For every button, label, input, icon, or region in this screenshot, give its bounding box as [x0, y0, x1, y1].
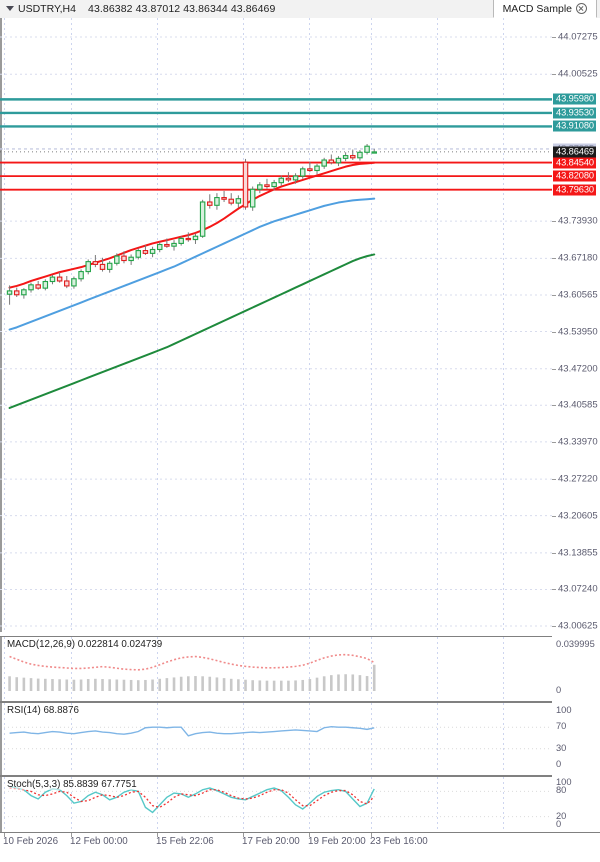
macd-panel[interactable]: MACD(12,26,9) 0.022814 0.024739 — [0, 636, 552, 702]
price-grid — [0, 18, 552, 632]
chart-plot-area: 44.07275 44.00525 43.73930 43.67180 43.60565… — [0, 18, 600, 862]
price-axis-tick-label: 44.07275 — [558, 31, 598, 43]
price-axis-tick-label: 43.00625 — [558, 620, 598, 632]
panel-left-border — [0, 703, 2, 775]
rsi-scale-label: 30 — [556, 742, 567, 753]
time-axis-tick — [71, 833, 72, 837]
time-axis-label: 17 Feb 20:00 — [242, 836, 300, 847]
axis-tick — [552, 552, 556, 554]
price-axis-tick-label: 43.53950 — [558, 326, 598, 337]
price-level-tag[interactable]: 43.95980 — [553, 93, 596, 105]
time-axis-label: 12 Feb 00:00 — [70, 836, 128, 847]
macd-label: MACD(12,26,9) 0.022814 0.024739 — [6, 639, 164, 650]
price-level-tag[interactable]: 43.82080 — [553, 170, 596, 182]
stoch-label: Stoch(5,3,3) 85.8839 67.7751 — [6, 779, 138, 790]
rsi-scale-label: 100 — [556, 705, 572, 715]
price-panel[interactable]: 44.07275 44.00525 43.73930 43.67180 43.60565… — [0, 18, 600, 632]
time-axis-tick — [243, 833, 244, 837]
axis-tick — [552, 221, 556, 223]
axis-tick — [552, 626, 556, 627]
price-axis-tick-label: 44.00525 — [558, 68, 598, 80]
rsi-panel[interactable]: RSI(14) 68.8876 — [0, 702, 552, 776]
close-circle-icon[interactable] — [576, 3, 587, 14]
axis-tick — [552, 74, 556, 76]
time-axis-label: 10 Feb 2026 — [3, 836, 59, 847]
time-axis-tick — [371, 833, 372, 837]
price-axis-tick-label: 43.13855 — [558, 547, 598, 559]
price-level-tag[interactable]: 43.79630 — [553, 184, 596, 196]
ohlc-values: 43.86382 43.87012 43.86344 43.86469 — [88, 3, 276, 15]
price-axis-tick-label: 43.20605 — [558, 510, 598, 522]
tab-macd-sample[interactable]: MACD Sample — [492, 0, 597, 18]
stoch-scale-label: 80 — [556, 785, 567, 796]
price-axis-tick-label: 43.47200 — [558, 363, 598, 375]
stoch-panel[interactable]: Stoch(5,3,3) 85.8839 67.7751 — [0, 776, 552, 834]
price-axis-tick-label: 43.33970 — [558, 436, 598, 448]
price-axis-tick-label: 43.73930 — [558, 215, 598, 227]
price-axis-tick-label: 43.40585 — [558, 399, 598, 411]
rsi-scale-label: 70 — [556, 721, 567, 732]
time-axis[interactable]: 10 Feb 2026 12 Feb 00:00 15 Feb 22:06 17 Fe… — [0, 832, 600, 862]
panel-left-border — [0, 18, 2, 632]
chart-toolbar: USDTRY,H4 43.86382 43.87012 43.86344 43.… — [0, 0, 600, 19]
axis-tick — [552, 589, 556, 591]
symbol-label: USDTRY,H4 — [18, 3, 76, 15]
axis-tick — [552, 479, 556, 481]
axis-tick — [552, 331, 556, 333]
price-level-tag[interactable]: 43.93530 — [553, 107, 596, 119]
triangle-down-icon[interactable] — [6, 6, 14, 11]
time-axis-tick — [309, 833, 310, 837]
price-axis-tick-label: 43.60565 — [558, 289, 598, 301]
time-axis-label: 23 Feb 16:00 — [370, 836, 428, 847]
price-axis-tick-label: 43.27220 — [558, 473, 598, 485]
axis-tick — [552, 405, 556, 407]
time-axis-tick — [157, 833, 158, 837]
stoch-scale-label: 100 — [556, 777, 572, 787]
rsi-label: RSI(14) 68.8876 — [6, 705, 80, 716]
price-axis-tick-label: 43.67180 — [558, 252, 598, 264]
macd-scale-label: 0.039995 — [556, 639, 595, 649]
chart-window: USDTRY,H4 43.86382 43.87012 43.86344 43.… — [0, 0, 600, 843]
stoch-scale-label: 0 — [556, 819, 562, 829]
price-level-tag[interactable]: 43.86469 — [553, 146, 596, 158]
axis-tick — [552, 258, 556, 260]
axis-tick — [552, 37, 556, 38]
axis-tick — [552, 294, 556, 296]
time-axis-tick — [4, 833, 5, 837]
price-axis[interactable] — [552, 18, 600, 632]
axis-tick — [552, 515, 556, 517]
time-axis-label: 15 Feb 22:06 — [156, 836, 214, 847]
panel-left-border — [0, 637, 2, 701]
macd-scale-label: 0 — [556, 685, 562, 695]
axis-tick — [552, 368, 556, 370]
rsi-scale-label: 0 — [556, 759, 562, 769]
price-level-tag[interactable]: 43.84540 — [553, 157, 596, 169]
stoch-scale-label: 20 — [556, 810, 567, 821]
tab-label: MACD Sample — [502, 2, 572, 15]
price-axis-tick-label: 43.07240 — [558, 583, 598, 595]
panel-left-border — [0, 777, 2, 833]
axis-tick — [552, 441, 556, 443]
price-level-tag[interactable]: 43.91080 — [553, 120, 596, 132]
time-axis-label: 19 Feb 20:00 — [308, 836, 366, 847]
